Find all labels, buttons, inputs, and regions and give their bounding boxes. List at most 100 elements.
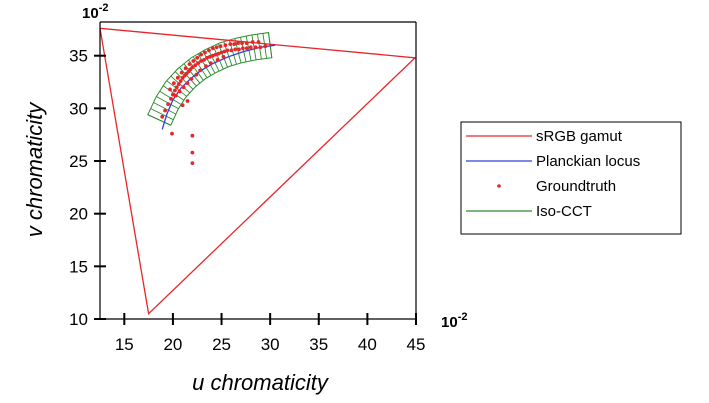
groundtruth-point	[204, 64, 208, 69]
groundtruth-point	[190, 150, 195, 155]
groundtruth-point	[169, 97, 173, 101]
groundtruth-point	[170, 131, 174, 136]
x-tick-label: 25	[212, 335, 231, 354]
groundtruth-point	[210, 46, 215, 51]
y-tick-label: 15	[69, 257, 88, 276]
groundtruth-point	[250, 40, 255, 44]
legend-swatch-groundtruth	[497, 184, 501, 188]
groundtruth-point	[176, 82, 181, 86]
iso-cct-line	[268, 32, 273, 58]
groundtruth-point	[185, 81, 190, 85]
groundtruth-point	[216, 51, 221, 56]
groundtruth-point	[248, 45, 253, 50]
groundtruth-point	[195, 55, 200, 60]
groundtruth-point	[253, 45, 258, 50]
groundtruth-point	[175, 75, 180, 80]
y-tick-label: 30	[69, 99, 88, 118]
groundtruth-point	[214, 45, 219, 50]
groundtruth-point	[199, 52, 204, 57]
groundtruth-point	[203, 50, 207, 55]
legend: sRGB gamut Planckian locus Groundtruth I…	[460, 121, 682, 235]
y-axis-title: v chromaticity	[22, 101, 47, 237]
iso-cct-line	[153, 102, 177, 115]
groundtruth-point	[187, 62, 192, 66]
groundtruth-point	[240, 41, 244, 45]
groundtruth-point	[228, 42, 233, 46]
legend-label-srgb: sRGB gamut	[536, 128, 623, 145]
groundtruth-point	[177, 89, 182, 94]
groundtruth-point	[163, 108, 168, 113]
y-tick-label: 10	[69, 310, 88, 329]
groundtruth-point	[222, 49, 227, 54]
iso-cct-line	[179, 67, 197, 87]
x-axis-title: u chromaticity	[192, 370, 330, 395]
legend-label-groundtruth: Groundtruth	[536, 178, 616, 195]
groundtruth-point	[258, 45, 263, 50]
x-tick-label: 30	[261, 335, 280, 354]
groundtruth-point	[208, 54, 212, 59]
legend-label-isocct: Iso-CCT	[536, 203, 592, 220]
groundtruth-point	[215, 58, 220, 62]
groundtruth-point	[179, 70, 184, 75]
groundtruth-point	[168, 87, 172, 92]
groundtruth-point	[223, 43, 228, 48]
groundtruth-point	[213, 52, 218, 57]
groundtruth-point	[256, 40, 261, 44]
iso-cct-line	[147, 114, 171, 126]
groundtruth-point	[233, 47, 238, 52]
groundtruth-point	[221, 54, 226, 59]
x-tick-label: 40	[358, 335, 377, 354]
groundtruth-point	[219, 50, 224, 55]
groundtruth-point	[193, 63, 198, 68]
groundtruth-point	[194, 72, 199, 77]
groundtruth-point	[202, 58, 206, 62]
groundtruth-point	[241, 46, 245, 51]
groundtruth-point	[263, 44, 268, 49]
groundtruth-point	[181, 85, 186, 90]
groundtruth-point	[236, 41, 241, 45]
legend-label-planckian: Planckian locus	[536, 153, 640, 170]
iso-cct-line	[207, 48, 220, 72]
groundtruth-point	[199, 59, 204, 63]
groundtruth-point	[190, 65, 195, 70]
y-tick-label: 25	[69, 152, 88, 171]
x-tick-label: 15	[115, 335, 134, 354]
iso-cct-line	[202, 50, 216, 74]
groundtruth-point	[207, 48, 211, 53]
groundtruth-point	[229, 48, 234, 53]
groundtruth-point	[185, 99, 190, 103]
y-exponent-label: 10-2	[82, 2, 108, 22]
groundtruth-point	[244, 41, 249, 45]
groundtruth-point	[171, 92, 175, 97]
groundtruth-point	[190, 133, 195, 138]
x-tick-label: 45	[407, 335, 426, 354]
iso-cct-line	[212, 45, 224, 70]
groundtruth-point	[166, 102, 171, 106]
y-tick-label: 20	[69, 205, 88, 224]
groundtruth-point	[198, 68, 203, 73]
groundtruth-point	[190, 161, 195, 166]
groundtruth-point	[174, 85, 179, 90]
plot-data-layer	[100, 27, 416, 316]
groundtruth-point	[173, 88, 177, 93]
groundtruth-point	[189, 77, 194, 81]
srgb-gamut-line	[100, 27, 416, 316]
iso-cct-line	[150, 108, 174, 121]
x-tick-label: 35	[309, 335, 328, 354]
groundtruth-point	[172, 81, 176, 85]
groundtruth-point	[178, 79, 183, 83]
groundtruth-point	[183, 66, 188, 71]
groundtruth-point	[237, 47, 241, 52]
y-tick-label: 35	[69, 47, 88, 66]
groundtruth-point	[210, 53, 215, 58]
x-tick-label: 20	[163, 335, 182, 354]
x-exponent-label: 10-2	[441, 311, 467, 331]
plot-axes-layer: 15 20 25 30 35 40 45 10 15 20 25 30 35	[69, 21, 426, 354]
groundtruth-point	[208, 61, 213, 65]
iso-cct-line	[197, 53, 212, 76]
iso-cct-line	[174, 71, 194, 90]
groundtruth-point	[232, 42, 237, 46]
legend-box	[460, 121, 682, 235]
